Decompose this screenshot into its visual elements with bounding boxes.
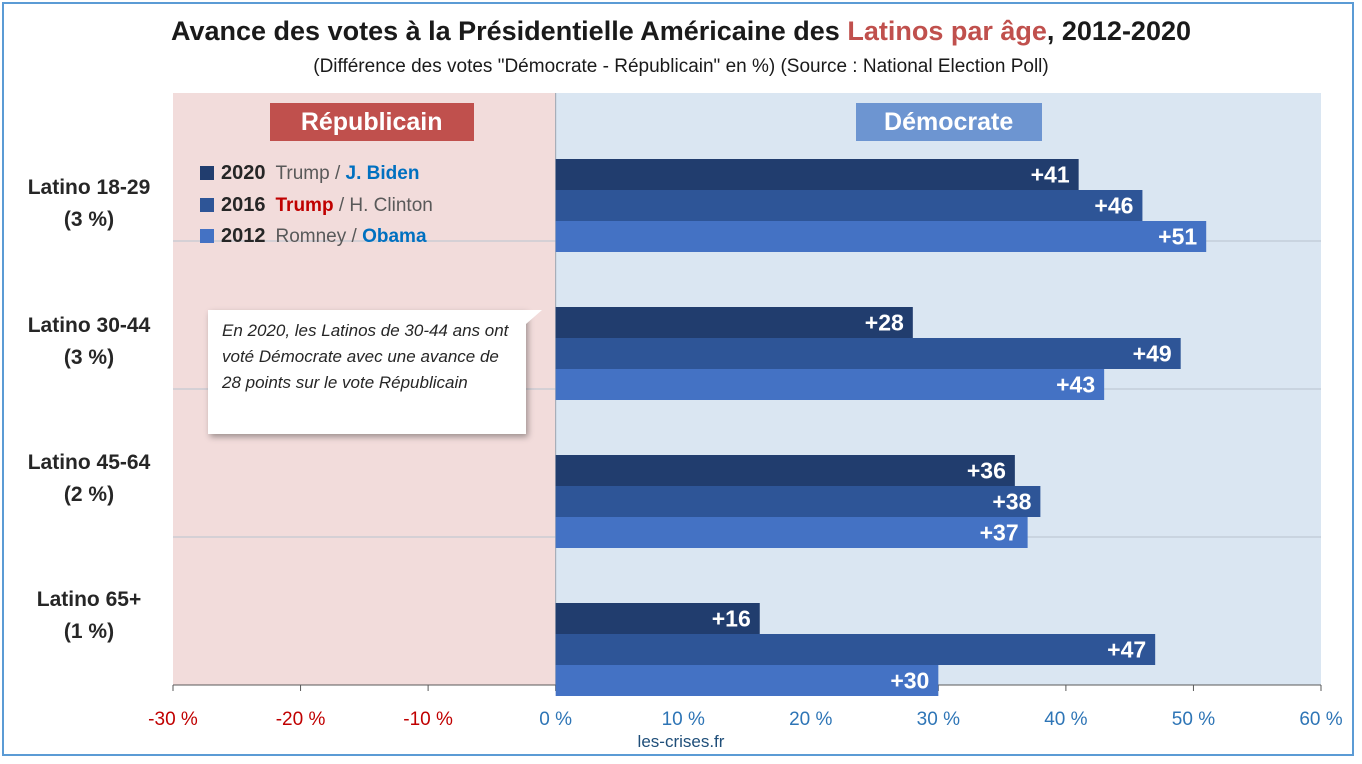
legend-year: 2012 — [221, 225, 266, 247]
x-tick-label: 40 % — [1044, 709, 1087, 730]
legend-swatch — [200, 229, 214, 243]
x-tick-label: 50 % — [1172, 709, 1215, 730]
category-share: (3 %) — [63, 346, 115, 369]
chart-title: Avance des votes à la Présidentielle Amé… — [0, 16, 1362, 47]
category-share: (2 %) — [63, 483, 115, 506]
category-name: Latino 18-29 — [27, 176, 151, 199]
bar-value-label: +38 — [992, 489, 1031, 515]
bar-value-label: +16 — [712, 606, 751, 632]
x-tick-label: 0 % — [539, 709, 572, 730]
x-tick-label: -30 % — [148, 709, 198, 730]
x-tick-label: 10 % — [662, 709, 705, 730]
bar-value-label: +30 — [890, 668, 929, 694]
x-tick-label: -20 % — [276, 709, 326, 730]
bar-2012 — [555, 517, 1028, 548]
bar-value-label: +51 — [1158, 224, 1197, 250]
bar-value-label: +28 — [865, 310, 904, 336]
bar-2012 — [555, 221, 1207, 252]
legend-swatch — [200, 166, 214, 180]
category-share: (3 %) — [63, 208, 115, 231]
category-label: Latino 65+ (1 %) — [8, 584, 170, 648]
legend-dem-candidate: J. Biden — [345, 163, 420, 184]
bar-2016 — [555, 634, 1156, 665]
legend-entry: 2020 Trump / J. Biden — [200, 161, 419, 186]
x-tick-label: -10 % — [403, 709, 453, 730]
x-tick-label: 20 % — [789, 709, 832, 730]
bar-2020 — [555, 159, 1079, 190]
title-prefix: Avance des votes à la Présidentielle Amé… — [170, 16, 848, 46]
legend-separator: / — [333, 195, 350, 216]
legend-separator: / — [329, 163, 346, 184]
x-tick-label: 30 % — [917, 709, 960, 730]
bar-value-label: +49 — [1133, 341, 1172, 367]
callout-pointer — [526, 310, 542, 324]
legend-entry: 2016 Trump / H. Clinton — [200, 193, 433, 218]
source-credit: les-crises.fr — [637, 732, 725, 751]
legend-dem-candidate: Obama — [362, 226, 427, 247]
legend-rep-candidate: Trump — [275, 163, 330, 184]
legend-swatch — [200, 198, 214, 212]
title-suffix: , 2012-2020 — [1046, 16, 1191, 46]
legend-rep-candidate: Romney — [275, 226, 347, 247]
bar-2012 — [555, 369, 1105, 400]
bar-2020 — [555, 455, 1015, 486]
category-name: Latino 30-44 — [27, 314, 151, 337]
category-name: Latino 45-64 — [27, 451, 151, 474]
category-share: (1 %) — [63, 620, 115, 643]
bar-value-label: +41 — [1031, 162, 1070, 188]
category-label: Latino 45-64 (2 %) — [8, 447, 170, 511]
republicain-label: Républicain — [269, 103, 474, 141]
legend-year: 2016 — [221, 194, 266, 216]
bar-2016 — [555, 486, 1041, 517]
legend-entry: 2012 Romney / Obama — [200, 224, 427, 249]
bar-2020 — [555, 603, 760, 634]
category-name: Latino 65+ — [36, 588, 142, 611]
bar-2012 — [555, 665, 939, 696]
category-label: Latino 30-44 (3 %) — [8, 310, 170, 374]
bar-value-label: +47 — [1107, 637, 1146, 663]
legend-year: 2020 — [221, 162, 266, 184]
category-label: Latino 18-29 (3 %) — [8, 172, 170, 236]
bar-value-label: +36 — [967, 458, 1006, 484]
chart-subtitle: (Différence des votes "Démocrate - Répub… — [313, 56, 1049, 77]
legend-rep-candidate: Trump — [275, 195, 334, 216]
bar-2016 — [555, 190, 1143, 221]
annotation-callout: En 2020, les Latinos de 30-44 ans ont vo… — [208, 310, 526, 434]
bar-2020 — [555, 307, 913, 338]
legend-dem-candidate: H. Clinton — [349, 195, 433, 216]
bar-value-label: +43 — [1056, 372, 1095, 398]
bar-value-label: +46 — [1094, 193, 1133, 219]
title-highlight: Latinos par âge — [847, 16, 1047, 46]
legend-separator: / — [346, 226, 363, 247]
bar-value-label: +37 — [980, 520, 1019, 546]
democrate-label: Démocrate — [855, 103, 1042, 141]
bar-2016 — [555, 338, 1181, 369]
x-tick-label: 60 % — [1299, 709, 1342, 730]
